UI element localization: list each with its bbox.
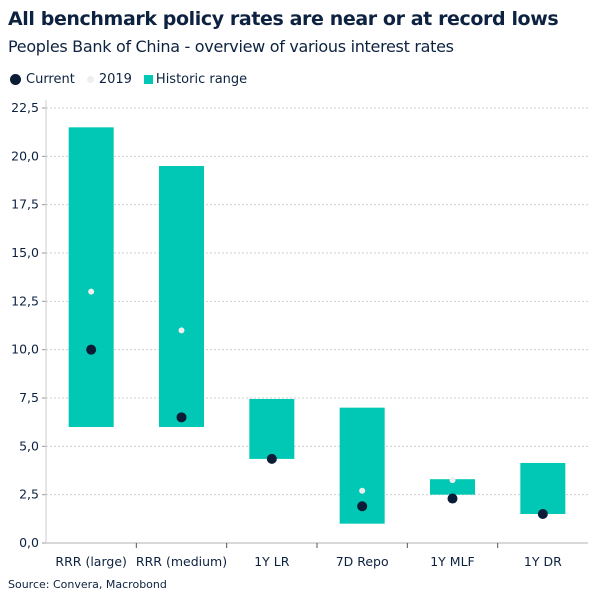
y-tick-label: 0,0 (19, 535, 39, 550)
x-tick-label: RRR (medium) (136, 554, 227, 569)
marker-2019 (359, 487, 366, 494)
y-tick-label: 5,0 (19, 438, 39, 453)
chart-title: All benchmark policy rates are near or a… (8, 8, 559, 30)
x-tick-label: RRR (large) (55, 554, 126, 569)
y-tick-label: 17,5 (11, 197, 39, 212)
marker-current (447, 493, 458, 504)
legend-current-label: Current (26, 72, 75, 87)
y-tick-label: 20,0 (11, 148, 39, 163)
range-bar (159, 166, 204, 427)
legend-2019-marker (86, 76, 94, 83)
legend: Current 2019 Historic range (10, 72, 255, 87)
marker-current (86, 344, 97, 355)
marker-2019 (88, 288, 95, 295)
marker-2019 (449, 477, 456, 484)
marker-current (266, 453, 277, 464)
x-tick-label: 1Y DR (524, 554, 562, 569)
marker-current (357, 501, 368, 512)
source-note: Source: Convera, Macrobond (8, 578, 167, 591)
legend-range-label: Historic range (155, 72, 248, 87)
y-tick-label: 2,5 (19, 487, 39, 502)
range-bar (520, 462, 566, 514)
chart-subtitle: Peoples Bank of China - overview of vari… (8, 37, 454, 56)
y-tick-label: 7,5 (19, 390, 39, 405)
legend-current-marker (10, 74, 21, 85)
range-bar (430, 479, 475, 495)
x-tick-label: 7D Repo (336, 554, 389, 569)
legend-range: Historic range (143, 72, 248, 87)
x-tick-label: 1Y MLF (430, 554, 475, 569)
range-bar (68, 127, 114, 427)
legend-current: Current (10, 72, 75, 87)
legend-range-marker (143, 75, 153, 84)
x-tick-label: 1Y LR (254, 554, 290, 569)
marker-current (537, 509, 548, 519)
range-bar (249, 398, 295, 459)
y-tick-label: 10,0 (11, 342, 39, 357)
y-tick-label: 22,5 (11, 100, 39, 115)
marker-2019 (178, 327, 185, 334)
y-tick-label: 12,5 (11, 293, 39, 308)
legend-2019-label: 2019 (98, 72, 132, 87)
legend-2019: 2019 (86, 72, 132, 87)
marker-current (176, 412, 187, 423)
y-tick-label: 15,0 (11, 245, 39, 260)
